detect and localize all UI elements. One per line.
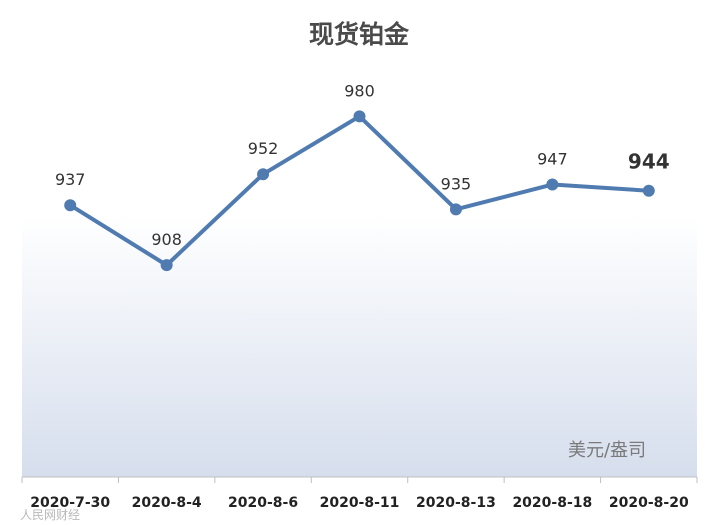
data-point: [353, 110, 366, 123]
chart-title: 现货铂金: [309, 20, 410, 49]
data-label: 935: [441, 174, 472, 193]
data-point: [64, 199, 77, 212]
data-label: 908: [151, 230, 182, 249]
data-label: 980: [344, 81, 375, 100]
watermark-text: 人民网财经: [20, 508, 80, 522]
data-label: 944: [628, 150, 670, 174]
data-point: [449, 203, 462, 216]
x-tick-label: 2020-8-6: [228, 495, 298, 511]
data-point: [160, 259, 173, 272]
data-label: 952: [248, 139, 279, 158]
x-tick-label: 2020-8-4: [132, 495, 202, 511]
x-tick-label: 2020-8-13: [416, 495, 496, 511]
data-label: 947: [537, 150, 568, 169]
data-point: [642, 184, 655, 197]
unit-label: 美元/盎司: [568, 440, 646, 461]
plot-area-background: [22, 215, 697, 477]
data-point: [546, 178, 559, 191]
x-tick-label: 2020-8-18: [512, 495, 592, 511]
data-label: 937: [55, 170, 86, 189]
data-point: [257, 168, 270, 181]
x-tick-label: 2020-8-20: [609, 495, 689, 511]
x-tick-label: 2020-7-30: [30, 495, 110, 511]
x-tick-label: 2020-8-11: [320, 495, 400, 511]
